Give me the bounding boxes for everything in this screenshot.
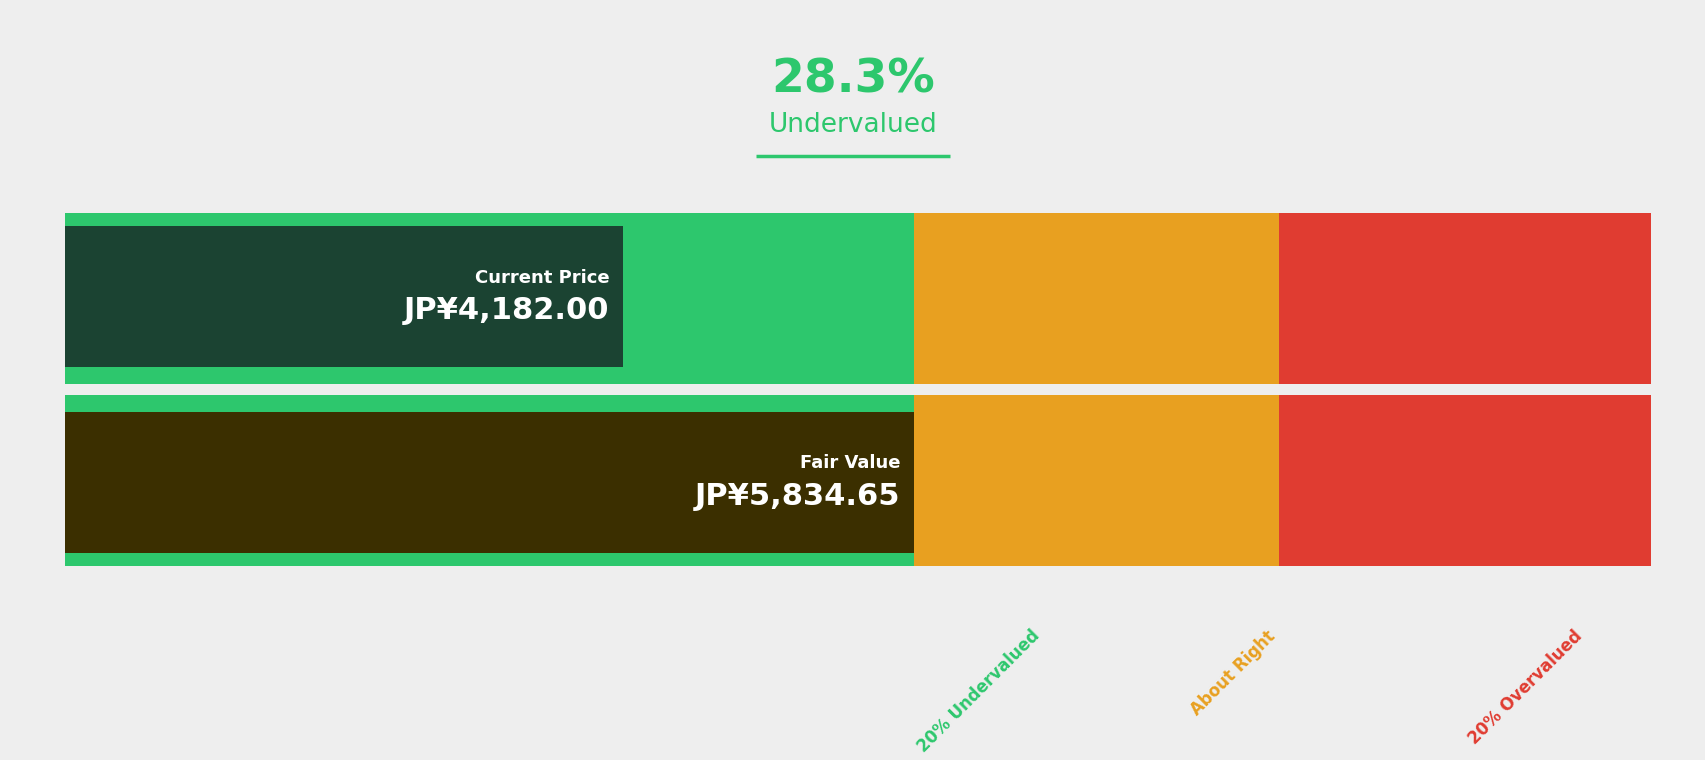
Bar	[1277, 213, 1650, 566]
Bar	[65, 226, 622, 367]
Text: 20% Undervalued: 20% Undervalued	[914, 627, 1042, 756]
Text: 20% Overvalued: 20% Overvalued	[1465, 627, 1586, 748]
Bar	[65, 385, 1650, 395]
Text: About Right: About Right	[1187, 627, 1279, 719]
Text: JP¥5,834.65: JP¥5,834.65	[694, 482, 900, 511]
Bar	[65, 413, 914, 553]
Text: Current Price: Current Price	[474, 268, 609, 287]
Bar	[65, 213, 914, 566]
Bar	[1095, 213, 1277, 566]
Text: Fair Value: Fair Value	[800, 454, 900, 473]
Bar	[914, 213, 1095, 566]
Text: 28.3%: 28.3%	[771, 57, 934, 103]
Text: Undervalued: Undervalued	[769, 112, 936, 138]
Text: JP¥4,182.00: JP¥4,182.00	[404, 296, 609, 325]
